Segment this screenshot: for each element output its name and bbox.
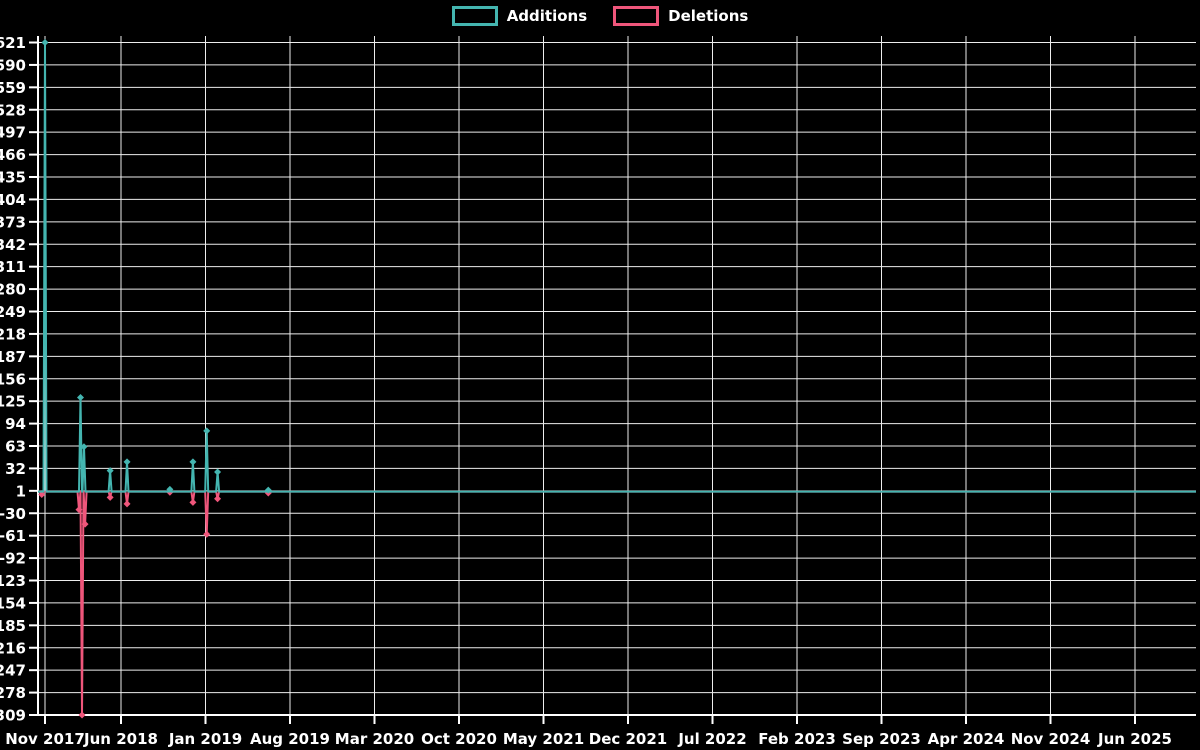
x-tick-label: May 2021 <box>503 730 584 748</box>
deletions-swatch <box>613 6 660 26</box>
y-tick-label: 218 <box>0 325 26 343</box>
y-tick-label: 466 <box>0 146 26 164</box>
x-tick-label: Apr 2024 <box>928 730 1005 748</box>
additions-point-marker <box>264 486 272 494</box>
additions-point-marker <box>203 427 211 435</box>
y-tick-label: 63 <box>5 438 26 456</box>
additions-legend-label: Additions <box>506 7 588 25</box>
additions-point-marker <box>41 39 49 47</box>
y-tick-label: 373 <box>0 213 26 231</box>
x-tick-label: Jul 2022 <box>677 730 746 748</box>
x-tick-label: Oct 2020 <box>421 730 497 748</box>
deletions-point-marker <box>78 711 86 719</box>
deletions-point-marker <box>81 520 89 528</box>
x-tick-label: Nov 2017 <box>5 730 85 748</box>
y-tick-label: 249 <box>0 303 26 321</box>
x-tick-label: Jan 2019 <box>168 730 242 748</box>
additions-point-marker <box>123 458 131 466</box>
deletions-point-marker <box>106 493 114 501</box>
y-tick-label: -123 <box>0 572 26 590</box>
y-tick-label: 404 <box>0 191 26 209</box>
y-tick-label: -185 <box>0 617 26 635</box>
x-tick-label: Mar 2020 <box>335 730 414 748</box>
y-tick-label: 497 <box>0 124 26 142</box>
y-tick-label: 280 <box>0 281 26 299</box>
y-tick-label: -154 <box>0 594 26 612</box>
y-tick-label: 156 <box>0 370 26 388</box>
deletions-point-marker <box>75 506 83 514</box>
y-tick-label: 435 <box>0 169 26 187</box>
y-tick-label: 559 <box>0 79 26 97</box>
deletions-point-marker <box>123 500 131 508</box>
y-tick-label: 187 <box>0 348 26 366</box>
y-tick-label: -92 <box>0 550 26 568</box>
x-tick-label: Nov 2024 <box>1011 730 1091 748</box>
x-tick-label: Dec 2021 <box>589 730 668 748</box>
deletions-point-marker <box>189 498 197 506</box>
y-tick-label: 590 <box>0 56 26 74</box>
y-tick-label: -309 <box>0 707 26 725</box>
y-tick-label: 621 <box>0 34 26 52</box>
y-tick-label: -216 <box>0 639 26 657</box>
x-tick-label: Sep 2023 <box>842 730 921 748</box>
x-tick-label: Aug 2019 <box>250 730 330 748</box>
additions-swatch <box>451 6 498 26</box>
y-tick-label: -30 <box>0 505 26 523</box>
y-tick-label: 32 <box>5 460 26 478</box>
additions-point-marker <box>77 394 85 402</box>
y-tick-label: 342 <box>0 236 26 254</box>
additions-point-marker <box>166 485 174 493</box>
y-tick-label: -247 <box>0 662 26 680</box>
additions-point-marker <box>106 467 114 475</box>
deletions-point-marker <box>214 495 222 503</box>
additions-point-marker <box>214 468 222 476</box>
y-tick-label: 94 <box>5 415 26 433</box>
y-tick-label: -278 <box>0 684 26 702</box>
additions-point-marker <box>80 443 88 451</box>
x-tick-label: Feb 2023 <box>758 730 836 748</box>
legend-item-deletions: Deletions <box>613 6 748 26</box>
deletions-legend-label: Deletions <box>668 7 749 25</box>
deletions-series-line <box>38 490 1196 716</box>
y-tick-label: 311 <box>0 258 26 276</box>
x-tick-label: Jun 2025 <box>1097 730 1172 748</box>
legend-item-additions: Additions <box>451 6 588 26</box>
y-tick-label: -61 <box>0 527 26 545</box>
y-tick-label: 528 <box>0 101 26 119</box>
y-tick-label: 125 <box>0 393 26 411</box>
deletions-point-marker <box>38 490 46 498</box>
additions-point-marker <box>189 458 197 466</box>
x-tick-label: Jun 2018 <box>83 730 158 748</box>
chart-legend: Additions Deletions <box>0 6 1200 26</box>
deletions-point-marker <box>203 530 211 538</box>
y-tick-label: 1 <box>16 482 26 500</box>
